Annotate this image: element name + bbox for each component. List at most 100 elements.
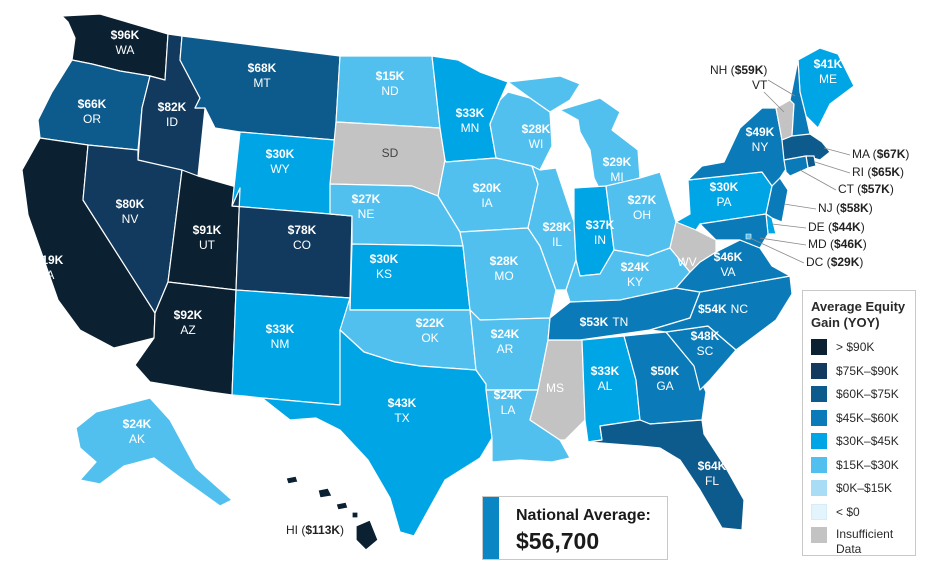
callout-paren: (: [864, 165, 871, 179]
callout-paren: ): [340, 523, 344, 537]
state-nm: [231, 289, 351, 406]
state-abbr-al: AL: [598, 379, 613, 393]
state-abbr: TN: [612, 315, 628, 329]
state-label-tn: $53K TN: [580, 315, 629, 329]
state-tx: [261, 329, 493, 537]
legend-label: $15K–$30K: [836, 457, 899, 472]
callout-value: $59K: [735, 63, 764, 77]
callout-hi: HI ($113K): [286, 523, 344, 537]
callout-value: $67K: [877, 147, 906, 161]
callout-vt: VT: [752, 78, 768, 92]
callout-ri: RI ($65K): [852, 165, 904, 179]
callout-paren: (: [823, 255, 830, 269]
state-ia: [437, 157, 539, 233]
callout-leader-ma: [823, 147, 851, 156]
legend-item: $30K–$45K: [811, 433, 907, 457]
state-value-wy: $30K: [266, 147, 295, 161]
state-value-ne: $27K: [352, 192, 381, 206]
callout-abbr: DC: [806, 255, 824, 269]
national-average-accent-bar: [483, 497, 499, 559]
state-abbr-az: AZ: [180, 323, 195, 337]
state-value: $54K: [698, 302, 727, 316]
state-abbr-ut: UT: [199, 238, 216, 252]
legend-title-line1: Average Equity: [811, 299, 906, 314]
callout-abbr: RI: [852, 165, 864, 179]
legend-label: $45K–$60K: [836, 410, 899, 425]
legend-label: $30K–$45K: [836, 434, 899, 448]
legend-item: $75K–$90K: [811, 362, 907, 387]
state-ny: [687, 107, 789, 187]
state-abbr-me: ME: [819, 72, 837, 86]
callout-de: DE ($44K): [808, 220, 865, 234]
callout-paren: ): [890, 182, 894, 196]
state-ak: [75, 397, 233, 507]
state-abbr-wv: WV: [677, 255, 696, 269]
legend: Average Equity Gain (YOY) > $90K $75K–$90…: [802, 290, 916, 556]
callout-ma: MA ($67K): [852, 147, 909, 161]
callout-nj: NJ ($58K): [818, 201, 873, 215]
state-value-mo: $28K: [490, 254, 519, 268]
legend-label: < $0: [836, 504, 860, 519]
callout-leader-dc: [749, 237, 805, 264]
callout-paren: (: [869, 147, 876, 161]
callout-value: $44K: [832, 220, 861, 234]
callout-paren: ): [869, 201, 873, 215]
callout-paren: ): [900, 165, 904, 179]
state-value-ga: $50K: [651, 364, 680, 378]
legend-label: $0K–$15K: [836, 481, 893, 495]
callout-leader-nh: [767, 79, 796, 97]
callout-leader-ri: [814, 161, 851, 174]
state-value-ar: $24K: [491, 327, 520, 341]
legend-swatch: [811, 480, 827, 496]
national-average-label: National Average:: [516, 507, 651, 524]
state-value-nd: $15K: [376, 69, 405, 83]
state-value-mt: $68K: [248, 61, 277, 75]
state-abbr-ca: CA: [38, 268, 55, 282]
state-label-nc: $54K NC: [698, 302, 748, 316]
state-value-or: $66K: [78, 97, 107, 111]
callout-paren: ): [863, 237, 867, 251]
state-dc: [745, 233, 752, 240]
callout-abbr: NJ: [818, 201, 833, 215]
callout-md: MD ($46K): [808, 237, 867, 251]
state-value-wi: $28K: [522, 122, 551, 136]
state-abbr-or: OR: [83, 112, 101, 126]
state-value-az: $92K: [174, 308, 203, 322]
legend-item: $45K–$60K: [811, 409, 907, 434]
state-value-il: $28K: [543, 220, 572, 234]
state-value-mn: $33K: [456, 106, 485, 120]
legend-swatch: [811, 339, 827, 355]
state-abbr-fl: FL: [705, 474, 719, 488]
legend-items: > $90K $75K–$90K $60K–$75K $45K–$60K $30K–$4…: [811, 339, 907, 556]
callout-paren: (: [727, 63, 734, 77]
state-value-va: $46K: [714, 250, 743, 264]
callout-paren: ): [861, 220, 865, 234]
state-abbr-sc: SC: [697, 344, 714, 358]
callout-paren: (: [833, 201, 840, 215]
state-abbr-la: LA: [501, 403, 516, 417]
callout-abbr: NH: [710, 63, 727, 77]
national-average-value: $56,700: [516, 528, 600, 554]
legend-label: > $90K: [836, 340, 875, 354]
callout-paren: (: [854, 182, 861, 196]
state-abbr-wa: WA: [116, 43, 135, 57]
state-value-ia: $20K: [473, 181, 502, 195]
callout-value: $65K: [871, 165, 900, 179]
state-value-ky: $24K: [621, 260, 650, 274]
state-abbr-ny: NY: [752, 140, 769, 154]
state-md: [699, 213, 769, 249]
callout-paren: ): [763, 63, 767, 77]
callout-abbr: MA: [852, 147, 870, 161]
state-abbr-ne: NE: [358, 207, 375, 221]
state-value-nv: $80K: [116, 197, 145, 211]
callout-paren: ): [905, 147, 909, 161]
state-value-wa: $96K: [111, 28, 140, 42]
callout-abbr: HI: [286, 523, 298, 537]
state-abbr-sd: SD: [382, 146, 399, 160]
callout-paren: ): [859, 255, 863, 269]
callout-value: $58K: [840, 201, 869, 215]
state-value: $53K: [580, 315, 609, 329]
state-ks: [349, 243, 471, 311]
callout-leader-nj: [783, 203, 817, 210]
legend-swatch: [811, 527, 827, 543]
